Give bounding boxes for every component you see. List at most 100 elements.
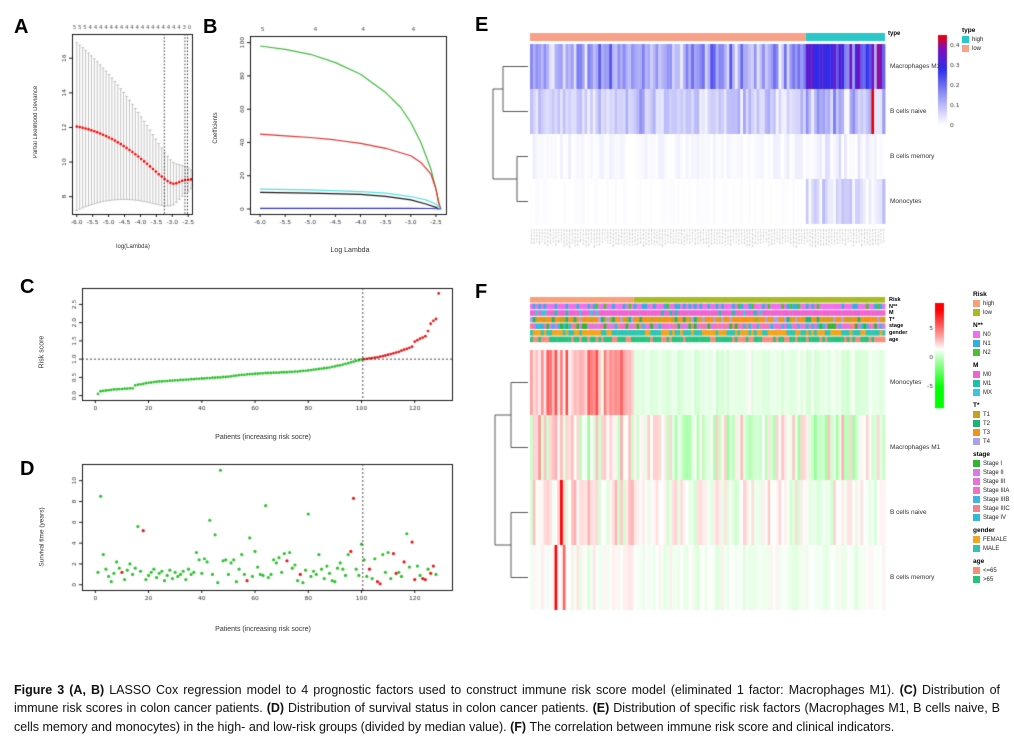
caption-text-segment: The correlation between immune risk scor… (529, 720, 895, 734)
legend-swatch (973, 420, 980, 427)
legend-swatch (962, 36, 969, 43)
legend-item: T3 (973, 428, 1010, 437)
legend-swatch (973, 411, 980, 418)
legend-label: <=65 (983, 567, 997, 574)
legend-item: >65 (973, 575, 1010, 584)
panel-c-ylabel: Risk score (38, 335, 46, 369)
legend-group-stage: stage Stage I Stage II Stage III Stage IIIA S… (973, 451, 1010, 522)
panel-f-heatmap (465, 275, 1014, 625)
legend-label: T3 (983, 429, 991, 436)
legend-label: M1 (983, 380, 992, 387)
legend-item: FEMALE (973, 535, 1010, 544)
legend-group-gender: gender FEMALE MALE (973, 527, 1010, 553)
legend-label: Stage IIIB (983, 496, 1010, 503)
panel-d-chart (20, 452, 465, 622)
legend-group-m: M M0 M1 MX (973, 362, 1010, 397)
caption-text-segment: Distribution of immune risk scores in co… (14, 682, 1000, 716)
legend-label: MX (983, 389, 992, 396)
panel-e-heatmap (465, 12, 1014, 262)
legend-swatch (973, 505, 980, 512)
legend-group-t: T* T1 T2 T3 T4 (973, 402, 1010, 446)
legend-label: T2 (983, 420, 991, 427)
legend-swatch (973, 496, 980, 503)
legend-title: M (973, 362, 979, 369)
legend-item: Stage II (973, 468, 1010, 477)
legend-swatch (973, 380, 980, 387)
legend-title: N** (973, 322, 983, 329)
heatmap-e-row-label-2: B cells naive (890, 108, 927, 115)
legend-item: low (973, 308, 1010, 317)
legend-item: Stage III (973, 477, 1010, 486)
panel-d-xlabel: Patients (increasing risk socre) (215, 626, 311, 633)
legend-title: T* (973, 402, 980, 409)
legend-label: Stage II (983, 469, 1004, 476)
legend-swatch (973, 371, 980, 378)
legend-swatch (962, 45, 969, 52)
caption-bold-segment: Figure 3 (A, B) (14, 682, 110, 697)
track-label-risk: Risk (889, 297, 901, 303)
legend-swatch (973, 429, 980, 436)
legend-swatch (973, 567, 980, 574)
legend-item: Stage IIIB (973, 495, 1010, 504)
caption-bold-segment: (F) (510, 720, 530, 734)
legend-label: N2 (983, 349, 991, 356)
legend-title: gender (973, 527, 995, 534)
legend-swatch (973, 300, 980, 307)
legend-item: T1 (973, 410, 1010, 419)
legend-item: Stage I (973, 459, 1010, 468)
legend-swatch (973, 340, 980, 347)
legend-label: high (983, 300, 995, 307)
track-label-age: age (889, 336, 899, 343)
legend-item: high (973, 299, 1010, 308)
legend-item: Stage IV (973, 513, 1010, 522)
legend-title: stage (973, 451, 990, 458)
panel-b-chart (200, 12, 460, 254)
legend-item: N1 (973, 339, 1010, 348)
legend-item: Stage IIIC (973, 504, 1010, 513)
legend-label: MALE (983, 545, 1000, 552)
legend-label: Stage I (983, 460, 1003, 467)
legend-item: T4 (973, 437, 1010, 446)
heatmap-f-row-label-4: B cells memory (890, 574, 935, 581)
legend-swatch (973, 487, 980, 494)
legend-swatch (973, 478, 980, 485)
legend-label: low (972, 45, 982, 52)
legend-label: T4 (983, 438, 991, 445)
heatmap-e-row-label-1: Macrophages M1 (890, 63, 941, 70)
heatmap-f-row-label-1: Monocytes (890, 379, 922, 386)
heatmap-e-row-label-4: Monocytes (890, 198, 922, 205)
track-label-m: M (889, 310, 894, 317)
figure-caption: Figure 3 (A, B) LASSO Cox regression mod… (14, 681, 1000, 736)
panel-a-xlabel: log(Lambda) (116, 244, 150, 250)
legend-item: T2 (973, 419, 1010, 428)
legend-item: MX (973, 388, 1010, 397)
heatmap-f-row-label-3: B cells naive (890, 509, 927, 516)
panel-c-xlabel: Patients (increasing risk socre) (215, 434, 311, 441)
legend-label: high (972, 36, 984, 43)
caption-text-segment: Distribution of specific risk factors (M… (14, 701, 1000, 734)
legend-label: low (983, 309, 993, 316)
legend-label: T1 (983, 411, 991, 418)
legend-item: M1 (973, 379, 1010, 388)
legend-swatch (973, 514, 980, 521)
panel-a-ylabel: Partial Likelihood Deviance (33, 85, 39, 159)
caption-bold-segment: (D) (266, 701, 288, 716)
legend-group-type: type high low (962, 27, 983, 53)
legend-item: high (962, 35, 983, 44)
legend-item: N0 (973, 330, 1010, 339)
caption-bold-segment: (C) (899, 682, 922, 697)
heatmap-e-type-label: type (888, 31, 901, 37)
heatmap-f-legend: Risk high low N** N0 N1 N2 M M0 M1 MX T* T1 T2 T3 T4 sta… (973, 291, 1010, 589)
legend-item: Stage IIIA (973, 486, 1010, 495)
legend-group-age: age <=65 >65 (973, 558, 1010, 584)
panel-a-chart (10, 12, 200, 252)
legend-group-n: N** N0 N1 N2 (973, 322, 1010, 357)
legend-item: <=65 (973, 566, 1010, 575)
legend-label: FEMALE (983, 536, 1008, 543)
legend-swatch (973, 545, 980, 552)
track-label-t: T* (889, 316, 895, 323)
legend-swatch (973, 309, 980, 316)
legend-item: M0 (973, 370, 1010, 379)
legend-title: Risk (973, 291, 987, 298)
